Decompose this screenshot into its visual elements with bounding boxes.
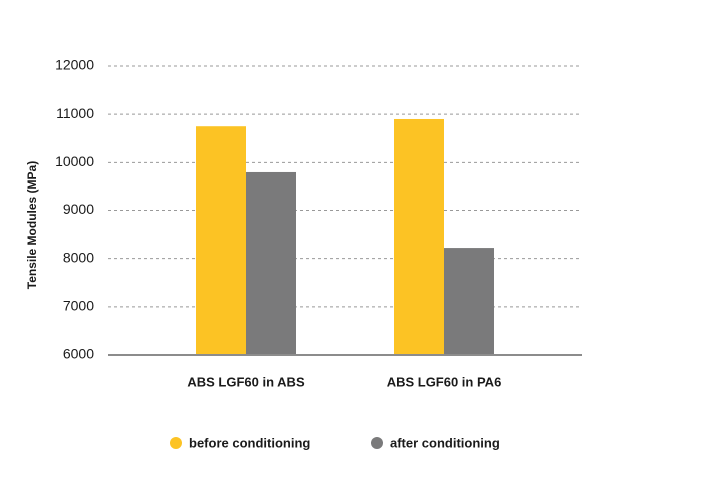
y-tick-label: 7000 (63, 298, 94, 314)
bar (196, 126, 246, 355)
bar (394, 118, 444, 355)
bar (444, 248, 494, 355)
y-tick-label: 11000 (56, 105, 94, 121)
bar (246, 171, 296, 355)
y-tick-label: 6000 (63, 346, 94, 362)
y-tick-label: 9000 (63, 201, 94, 217)
legend-marker (170, 437, 182, 449)
legend-label: before conditioning (189, 435, 310, 450)
y-tick-label: 12000 (55, 57, 94, 73)
x-tick-label: ABS LGF60 in PA6 (387, 374, 502, 389)
y-axis-title: Tensile Modules (MPa) (25, 161, 39, 289)
y-tick-label: 8000 (63, 249, 94, 265)
legend-marker (371, 437, 383, 449)
legend-label: after conditioning (390, 435, 500, 450)
y-tick-label: 10000 (55, 153, 94, 169)
x-tick-label: ABS LGF60 in ABS (187, 374, 305, 389)
